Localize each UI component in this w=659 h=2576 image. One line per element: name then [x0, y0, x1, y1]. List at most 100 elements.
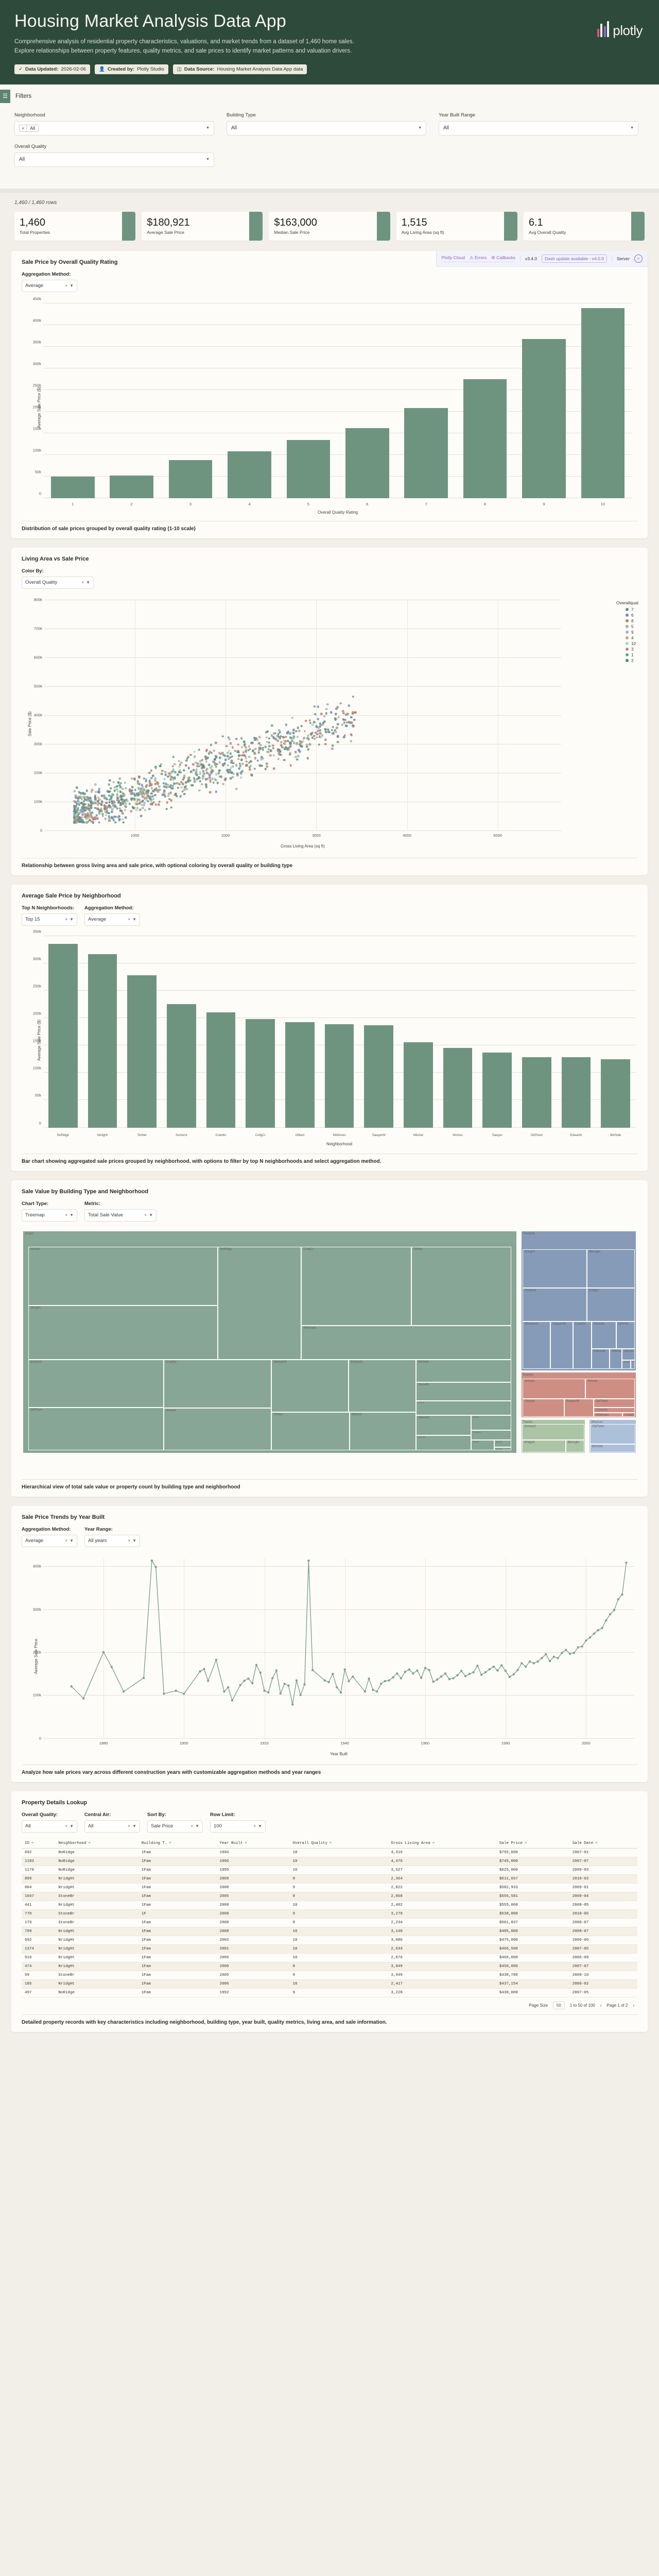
scatter-point[interactable]	[241, 762, 244, 765]
bar[interactable]	[324, 1024, 354, 1128]
scatter-point[interactable]	[192, 763, 195, 766]
bar-cell[interactable]	[514, 303, 573, 498]
treemap-tile[interactable]: Crawfor	[622, 1413, 635, 1417]
scatter-point[interactable]	[120, 796, 123, 799]
scatter-point[interactable]	[100, 804, 103, 806]
treemap-tile[interactable]: NAmes	[28, 1246, 218, 1306]
scatter-point[interactable]	[227, 755, 229, 758]
scatter-point[interactable]	[159, 765, 162, 767]
chevron-down-icon[interactable]: ▼	[149, 1213, 153, 1218]
scatter-point[interactable]	[73, 808, 76, 810]
scatter-point[interactable]	[350, 740, 353, 743]
scatter-point[interactable]	[157, 803, 160, 806]
bar[interactable]	[345, 428, 389, 498]
scatter-point[interactable]	[78, 812, 81, 815]
scatter-point[interactable]	[232, 772, 235, 775]
scatter-point[interactable]	[158, 785, 161, 788]
bar[interactable]	[127, 975, 157, 1128]
treemap-group[interactable]: Twnhs Somerst NridgHt Blmngtn	[521, 1419, 586, 1453]
scatter-point[interactable]	[163, 793, 166, 796]
scatter-point[interactable]	[326, 703, 329, 706]
scatter-point[interactable]	[313, 737, 316, 740]
scatter-point[interactable]	[231, 765, 234, 768]
scatter-point[interactable]	[315, 726, 318, 728]
table-column-header[interactable]: Year Built ≡	[216, 1838, 290, 1849]
scatter-point[interactable]	[135, 792, 138, 795]
scatter-point[interactable]	[216, 763, 219, 766]
treemap-tile[interactable]: NWAmes	[594, 1413, 623, 1417]
scatter-point[interactable]	[190, 770, 193, 773]
treemap-tile[interactable]: Sawyer	[163, 1408, 272, 1451]
scatter-point[interactable]	[272, 767, 275, 770]
scatter-point[interactable]	[289, 753, 291, 756]
scatter-point[interactable]	[138, 787, 141, 790]
scatter-point[interactable]	[280, 744, 283, 747]
scatter-point[interactable]	[94, 802, 97, 804]
scatter-point[interactable]	[193, 778, 196, 781]
column-filter-icon[interactable]: ≡	[31, 1841, 34, 1845]
scatter-point[interactable]	[122, 795, 125, 798]
scatter-point[interactable]	[198, 748, 201, 751]
scatter-point[interactable]	[119, 803, 123, 806]
scatter-point[interactable]	[164, 773, 167, 776]
scatter-point[interactable]	[172, 778, 175, 781]
bar[interactable]	[404, 408, 448, 498]
scatter-point[interactable]	[78, 791, 81, 794]
scatter-point[interactable]	[73, 810, 76, 812]
scatter-point[interactable]	[75, 794, 77, 797]
scatter-point[interactable]	[240, 772, 242, 775]
scatter-point[interactable]	[335, 731, 337, 733]
scatter-point[interactable]	[252, 749, 255, 752]
scatter-point[interactable]	[232, 762, 235, 765]
treemap-tile[interactable]: ClearCr	[415, 1400, 511, 1416]
scatter-point[interactable]	[75, 808, 78, 811]
scatter-point[interactable]	[288, 747, 290, 749]
scatter-point[interactable]	[198, 776, 201, 779]
scatter-point[interactable]	[235, 787, 238, 790]
scatter-point[interactable]	[342, 718, 344, 721]
clear-icon[interactable]: ×	[65, 283, 68, 289]
scatter-point[interactable]	[106, 809, 109, 812]
scatter-point[interactable]	[160, 772, 163, 775]
scatter-point[interactable]	[141, 791, 144, 793]
scatter-point[interactable]	[202, 770, 204, 773]
scatter-point[interactable]	[97, 791, 100, 793]
scatter-point[interactable]	[204, 778, 207, 781]
scatter-point[interactable]	[90, 790, 93, 793]
scatter-point[interactable]	[215, 773, 218, 775]
table-row[interactable]: 799 NridgHt 1Fam 2008 10 3,140 $485,000 2008-07	[22, 1927, 637, 1936]
scatter-point[interactable]	[177, 786, 180, 789]
scatter-point[interactable]	[116, 794, 119, 796]
scatter-point[interactable]	[164, 795, 166, 798]
table-row[interactable]: 179 StoneBr 1Fam 2008 9 2,234 $501,837 2008-07	[22, 1918, 637, 1927]
scatter-point[interactable]	[299, 740, 301, 742]
scatter-point[interactable]	[256, 759, 259, 762]
treemap-tile[interactable]: SawyerW	[564, 1398, 594, 1417]
scatter-point[interactable]	[115, 788, 118, 791]
scatter-point[interactable]	[73, 817, 76, 819]
scatter-point[interactable]	[96, 800, 99, 802]
scatter-point[interactable]	[322, 721, 324, 724]
chevron-down-icon[interactable]: ▼	[132, 1824, 136, 1829]
scatter-point[interactable]	[154, 777, 157, 780]
table-filter-select[interactable]: 100 × ▼	[210, 1820, 266, 1833]
table-row[interactable]: 441 NridgHt 1Fam 2008 10 2,402 $555,000 2008-05	[22, 1901, 637, 1910]
scatter-point[interactable]	[98, 811, 100, 815]
scatter-point[interactable]	[116, 799, 119, 801]
scatter-point[interactable]	[125, 787, 127, 790]
scatter-point[interactable]	[149, 803, 152, 805]
scatter-point[interactable]	[262, 749, 264, 751]
scatter-point[interactable]	[332, 733, 335, 735]
scatter-point[interactable]	[268, 741, 270, 744]
scatter-point[interactable]	[186, 788, 188, 791]
scatter-point[interactable]	[228, 750, 230, 752]
scatter-point[interactable]	[91, 811, 93, 815]
scatter-point[interactable]	[87, 816, 90, 819]
scatter-point[interactable]	[183, 769, 185, 772]
scatter-point[interactable]	[167, 783, 169, 786]
scatter-point[interactable]	[214, 758, 216, 761]
scatter-color-by-select[interactable]: Overall Quality × ▼	[22, 576, 94, 589]
scatter-point[interactable]	[268, 737, 271, 740]
scatter-point[interactable]	[152, 790, 155, 793]
scatter-point[interactable]	[265, 731, 268, 734]
